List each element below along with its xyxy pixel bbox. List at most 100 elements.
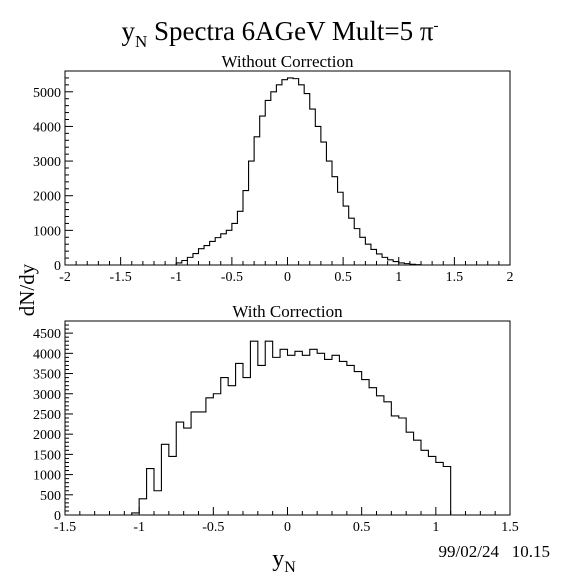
x-tick-label: 2 <box>507 270 514 285</box>
histogram-bin <box>428 456 435 515</box>
x-tick-label: 0 <box>284 270 291 285</box>
histogram-bin <box>369 388 376 515</box>
histogram-bin <box>154 491 161 515</box>
panel-title: With Correction <box>232 302 343 321</box>
y-tick-label: 0 <box>54 259 61 274</box>
histogram-bin <box>388 260 394 265</box>
histogram-bin <box>377 254 383 265</box>
histogram-bin <box>254 137 260 265</box>
histogram-bin <box>221 234 227 265</box>
histogram-bin <box>226 230 232 265</box>
histogram-series <box>131 340 452 515</box>
x-tick-label: -1 <box>170 270 182 285</box>
histogram-bin <box>276 85 282 265</box>
histogram-bin <box>258 365 265 515</box>
histogram-bin <box>347 365 354 515</box>
histogram-bin <box>371 249 377 265</box>
x-tick-label: -0.5 <box>202 520 224 535</box>
y-tick-label: 0 <box>54 509 61 524</box>
x-tick-label: 1.5 <box>446 270 464 285</box>
histogram-bin <box>365 244 371 265</box>
histogram-bin <box>299 85 305 265</box>
histogram-bin <box>443 467 450 516</box>
y-tick-label: 2000 <box>33 190 61 205</box>
histogram-bin <box>326 161 332 265</box>
panel-title: Without Correction <box>222 52 354 71</box>
histogram-bin <box>139 499 146 515</box>
histogram-bin <box>191 412 198 515</box>
x-tick-label: 0.5 <box>353 520 371 535</box>
y-tick-label: 3000 <box>33 155 61 170</box>
histogram-bin <box>161 444 168 515</box>
histogram-bin <box>332 355 339 515</box>
histogram-bin <box>237 211 243 265</box>
timestamp: 99/02/24 10.15 <box>439 542 550 561</box>
x-tick-label: -1.5 <box>110 270 132 285</box>
histogram-bin <box>169 456 176 515</box>
figure-title: yN Spectra 6AGeV Mult=5 π- <box>121 16 438 51</box>
y-tick-label: 4000 <box>33 120 61 135</box>
x-axis-label-main: y <box>272 546 284 572</box>
histogram-bin <box>260 116 266 265</box>
histogram-series <box>175 77 422 266</box>
histogram-bin <box>332 177 338 265</box>
histogram-bin <box>176 422 183 515</box>
histogram-bin <box>382 257 388 265</box>
histogram-bin <box>199 412 206 515</box>
histogram-bin <box>265 100 271 265</box>
histogram-bin <box>243 378 250 515</box>
histogram-bin <box>213 394 220 515</box>
title-rest: Spectra 6AGeV Mult=5 π <box>147 16 434 46</box>
x-tick-label: -1 <box>133 520 145 535</box>
histogram-bin <box>310 109 316 265</box>
y-tick-label: 1500 <box>33 448 61 463</box>
histogram-bin <box>193 254 199 265</box>
histogram-bin <box>321 142 327 265</box>
x-axis-label: yN <box>272 546 296 576</box>
histogram-bin <box>282 80 288 265</box>
title-main: y <box>121 16 135 46</box>
x-tick-label: -1.5 <box>54 520 76 535</box>
title-sup: - <box>434 18 439 34</box>
histogram-bin <box>302 355 309 515</box>
x-tick-label: -2 <box>59 270 71 285</box>
x-axis-label-sub: N <box>284 559 296 576</box>
y-tick-label: 5000 <box>33 86 61 101</box>
histogram-bin <box>436 462 443 515</box>
histogram-bin <box>360 237 366 265</box>
plot-frame <box>64 70 511 266</box>
histogram-bin <box>232 223 238 265</box>
histogram-bin <box>210 241 216 265</box>
histogram-bin <box>338 192 344 265</box>
y-tick-label: 4500 <box>33 327 61 342</box>
histogram-bin <box>399 418 406 515</box>
histogram-bin <box>315 126 321 265</box>
y-axis-label: dN/dy <box>15 263 39 316</box>
histogram-bin <box>421 450 428 515</box>
x-tick-label: -0.5 <box>221 270 243 285</box>
histogram-bin <box>293 79 299 265</box>
histogram-bin <box>215 238 221 265</box>
y-tick-label: 3000 <box>33 388 61 403</box>
histogram-bin <box>295 351 302 515</box>
x-tick-label: 0.5 <box>334 270 352 285</box>
histogram-bin <box>187 257 193 265</box>
histogram-bin <box>199 249 205 265</box>
histogram-bin <box>273 357 280 515</box>
histogram-bin <box>221 378 228 515</box>
title-sub: N <box>135 32 147 51</box>
bottom-histogram-panel: With Correction -1.5 -1 -0.5 0 0.5 1 1.5 0 500 100… <box>33 302 519 535</box>
x-tick-label: 1 <box>395 270 402 285</box>
histogram-bin <box>271 92 277 265</box>
histogram-bin <box>265 341 272 515</box>
histogram-bin <box>362 380 369 515</box>
y-tick-label: 1000 <box>33 469 61 484</box>
histogram-bin <box>243 191 249 265</box>
histogram-bin <box>250 341 257 515</box>
y-tick-label: 1000 <box>33 224 61 239</box>
histogram-bin <box>249 161 255 265</box>
histogram-bin <box>147 469 154 515</box>
histogram-bin <box>228 386 235 515</box>
histogram-bin <box>343 206 349 265</box>
histogram-bin <box>391 416 398 515</box>
